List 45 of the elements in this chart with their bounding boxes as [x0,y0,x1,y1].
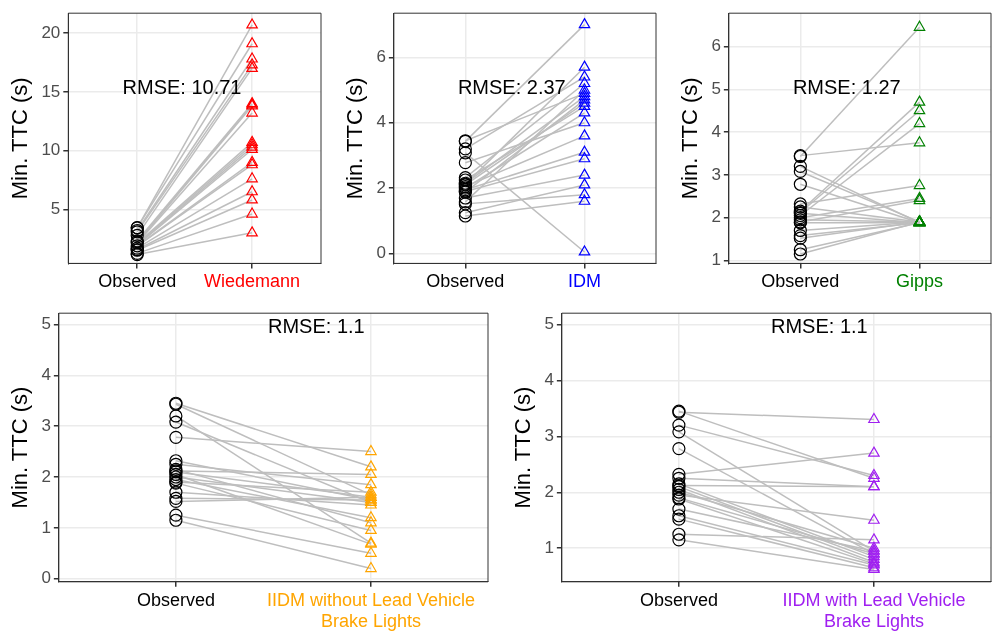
y-tick-label: 2 [543,481,554,501]
y-tick-label: 4 [543,370,554,390]
y-tick-label: 15 [41,81,61,101]
annotation: RMSE: 1.1 [770,314,868,337]
x-tick-label: IIDM with Lead Vehicle Brake Lights [781,589,966,632]
x-tick-label: Wiedemann [204,271,301,292]
x-tick-label: Observed [426,271,505,292]
y-tick-label: 3 [543,426,554,445]
y-axis-title: Min. TTC (s) [677,77,703,200]
y-tick-label: 6 [376,47,386,67]
x-tick-label: Observed [98,271,177,292]
y-axis-title: Min. TTC (s) [509,386,535,509]
y-tick-label: 5 [543,314,554,334]
y-axis-title: Min. TTC (s) [7,386,33,509]
y-tick-label: 2 [376,177,386,197]
y-tick-label: 5 [711,79,721,99]
y-tick-label: 2 [41,466,51,486]
x-tick-label: IDM [568,271,602,292]
y-tick-label: 0 [376,243,386,263]
y-tick-label: 3 [41,415,51,435]
x-tick-label: Observed [639,589,718,610]
y-tick-label: 2 [711,207,721,227]
x-tick-label: Observed [761,271,840,292]
annotation: RMSE: 10.71 [122,75,242,98]
x-tick-label: IIDM without Lead Vehicle Brake Lights [266,589,476,632]
x-tick-label: Gipps [895,271,944,292]
y-tick-label: 4 [711,121,721,141]
annotation: RMSE: 1.1 [267,314,365,337]
y-tick-label: 1 [711,250,721,270]
y-axis-title: Min. TTC (s) [7,77,33,200]
y-axis-title: Min. TTC (s) [342,77,368,200]
y-tick-label: 10 [41,140,61,160]
y-tick-label: 3 [711,164,721,184]
y-tick-label: 20 [41,22,61,42]
y-tick-label: 0 [41,568,51,588]
y-tick-label: 4 [41,364,51,384]
annotation: RMSE: 2.37 [457,75,566,98]
y-tick-label: 6 [711,36,721,56]
x-tick-label: Observed [136,589,215,610]
y-tick-label: 5 [41,314,51,334]
y-tick-label: 4 [376,112,386,132]
y-tick-label: 1 [543,537,554,557]
y-tick-label: 5 [50,199,61,219]
y-tick-label: 1 [41,517,51,537]
annotation: RMSE: 1.27 [792,75,901,98]
